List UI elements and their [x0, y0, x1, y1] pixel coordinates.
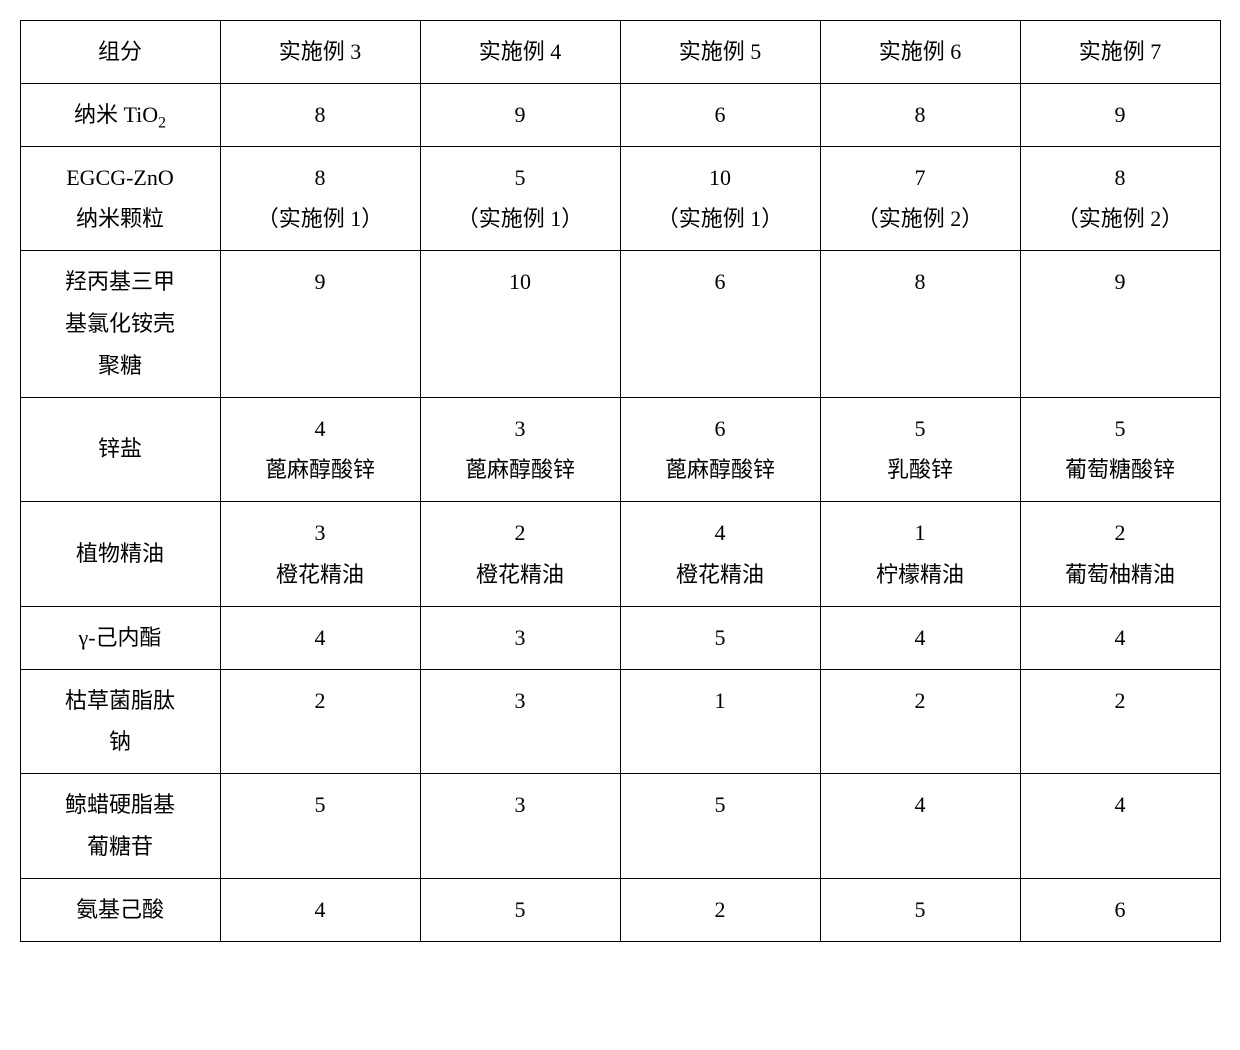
row-label: 鲸蜡硬脂基葡糖苷 [20, 774, 220, 879]
table-row: 羟丙基三甲基氯化铵壳聚糖910689 [20, 251, 1220, 397]
col-header-ex5: 实施例 5 [620, 21, 820, 84]
table-row: 植物精油3 橙花精油2 橙花精油4 橙花精油1 柠檬精油2 葡萄柚精油 [20, 502, 1220, 607]
table-cell: 5 [820, 878, 1020, 941]
table-row: 锌盐4 蓖麻醇酸锌3 蓖麻醇酸锌6 蓖麻醇酸锌5 乳酸锌5 葡萄糖酸锌 [20, 397, 1220, 502]
table-cell: 7 （实施例 2） [820, 146, 1020, 251]
table-row: 枯草菌脂肽钠23122 [20, 669, 1220, 774]
table-cell: 9 [220, 251, 420, 397]
table-cell: 2 [820, 669, 1020, 774]
row-label: 植物精油 [20, 502, 220, 607]
table-cell: 5 [420, 878, 620, 941]
table-cell: 1 [620, 669, 820, 774]
table-cell: 4 橙花精油 [620, 502, 820, 607]
row-label: 锌盐 [20, 397, 220, 502]
table-cell: 4 [820, 774, 1020, 879]
col-header-ex4: 实施例 4 [420, 21, 620, 84]
composition-table: 组分 实施例 3 实施例 4 实施例 5 实施例 6 实施例 7 纳米 TiO2… [20, 20, 1221, 942]
table-cell: 4 [1020, 774, 1220, 879]
table-cell: 1 柠檬精油 [820, 502, 1020, 607]
table-cell: 6 [620, 251, 820, 397]
table-cell: 5 [620, 606, 820, 669]
table-cell: 6 蓖麻醇酸锌 [620, 397, 820, 502]
row-label: γ-己内酯 [20, 606, 220, 669]
table-cell: 8 [220, 83, 420, 146]
row-label: 氨基己酸 [20, 878, 220, 941]
table-cell: 2 [1020, 669, 1220, 774]
table-cell: 5 乳酸锌 [820, 397, 1020, 502]
table-row: EGCG-ZnO纳米颗粒8 （实施例 1）5 （实施例 1）10 （实施例 1）… [20, 146, 1220, 251]
row-label: 枯草菌脂肽钠 [20, 669, 220, 774]
table-cell: 2 [620, 878, 820, 941]
table-cell: 8 （实施例 2） [1020, 146, 1220, 251]
table-cell: 3 橙花精油 [220, 502, 420, 607]
table-cell: 2 橙花精油 [420, 502, 620, 607]
table-cell: 8 （实施例 1） [220, 146, 420, 251]
table-row: 氨基己酸45256 [20, 878, 1220, 941]
col-header-ex6: 实施例 6 [820, 21, 1020, 84]
table-cell: 4 [1020, 606, 1220, 669]
table-cell: 6 [620, 83, 820, 146]
table-cell: 8 [820, 83, 1020, 146]
table-cell: 9 [1020, 83, 1220, 146]
table-cell: 3 [420, 669, 620, 774]
table-row: 纳米 TiO289689 [20, 83, 1220, 146]
table-cell: 4 蓖麻醇酸锌 [220, 397, 420, 502]
col-header-ex3: 实施例 3 [220, 21, 420, 84]
col-header-component: 组分 [20, 21, 220, 84]
table-cell: 9 [420, 83, 620, 146]
table-cell: 4 [220, 606, 420, 669]
table-cell: 3 [420, 774, 620, 879]
table-cell: 9 [1020, 251, 1220, 397]
table-cell: 10 （实施例 1） [620, 146, 820, 251]
table-cell: 10 [420, 251, 620, 397]
table-row: 鲸蜡硬脂基葡糖苷53544 [20, 774, 1220, 879]
table-header-row: 组分 实施例 3 实施例 4 实施例 5 实施例 6 实施例 7 [20, 21, 1220, 84]
table-cell: 3 [420, 606, 620, 669]
table-cell: 5 [220, 774, 420, 879]
row-label: EGCG-ZnO纳米颗粒 [20, 146, 220, 251]
table-row: γ-己内酯43544 [20, 606, 1220, 669]
table-cell: 6 [1020, 878, 1220, 941]
table-cell: 5 （实施例 1） [420, 146, 620, 251]
table-body: 纳米 TiO289689EGCG-ZnO纳米颗粒8 （实施例 1）5 （实施例 … [20, 83, 1220, 941]
table-cell: 3 蓖麻醇酸锌 [420, 397, 620, 502]
table-cell: 5 葡萄糖酸锌 [1020, 397, 1220, 502]
row-label: 纳米 TiO2 [20, 83, 220, 146]
table-cell: 5 [620, 774, 820, 879]
table-cell: 2 [220, 669, 420, 774]
table-cell: 4 [820, 606, 1020, 669]
col-header-ex7: 实施例 7 [1020, 21, 1220, 84]
table-cell: 2 葡萄柚精油 [1020, 502, 1220, 607]
table-cell: 8 [820, 251, 1020, 397]
row-label: 羟丙基三甲基氯化铵壳聚糖 [20, 251, 220, 397]
table-cell: 4 [220, 878, 420, 941]
